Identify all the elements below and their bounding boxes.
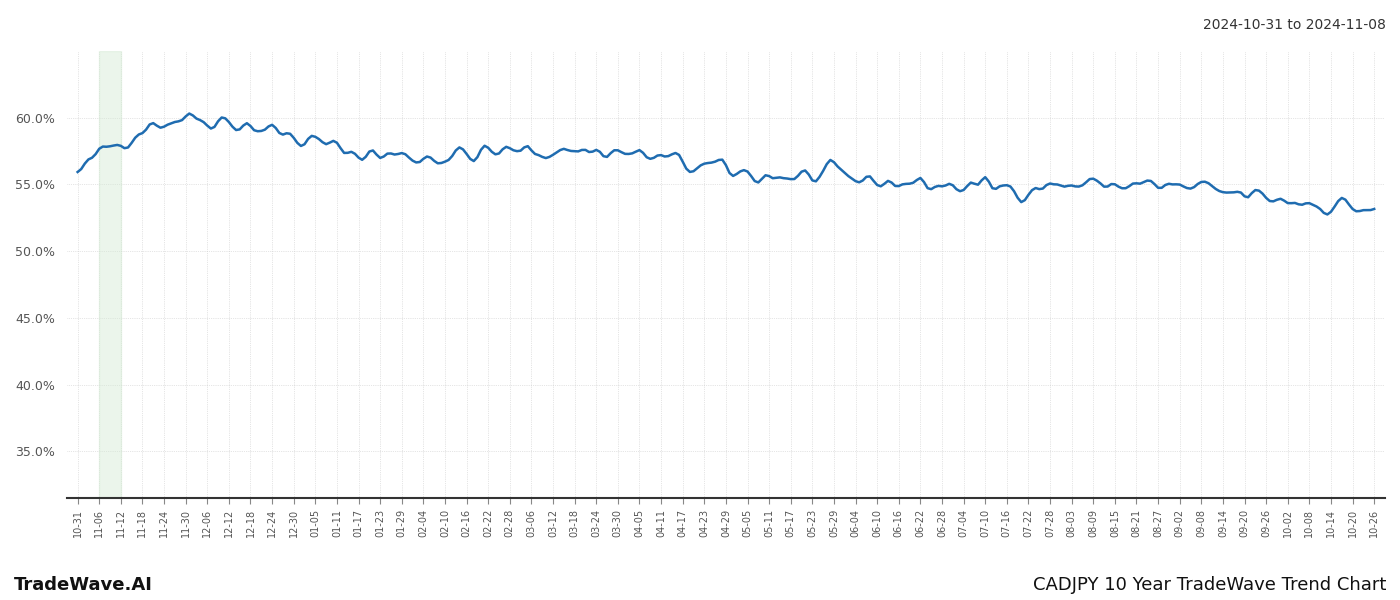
Text: 2024-10-31 to 2024-11-08: 2024-10-31 to 2024-11-08 <box>1203 18 1386 32</box>
Text: CADJPY 10 Year TradeWave Trend Chart: CADJPY 10 Year TradeWave Trend Chart <box>1033 576 1386 594</box>
Text: TradeWave.AI: TradeWave.AI <box>14 576 153 594</box>
Bar <box>99 51 120 498</box>
